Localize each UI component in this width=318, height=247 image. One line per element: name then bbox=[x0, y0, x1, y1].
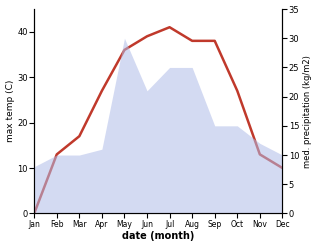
Y-axis label: med. precipitation (kg/m2): med. precipitation (kg/m2) bbox=[303, 55, 313, 168]
Y-axis label: max temp (C): max temp (C) bbox=[5, 80, 15, 143]
X-axis label: date (month): date (month) bbox=[122, 231, 195, 242]
